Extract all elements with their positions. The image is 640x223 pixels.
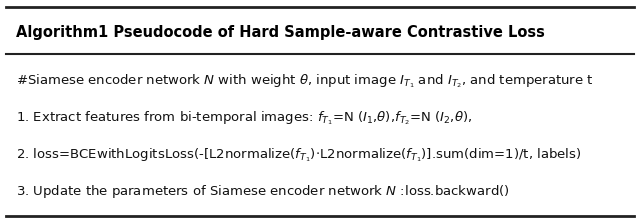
Text: 2. loss=BCEwithLogitsLoss(-[L2normalize($f_{T_1}$)$\cdot$L2normalize($f_{T_1}$)]: 2. loss=BCEwithLogitsLoss(-[L2normalize(… <box>16 146 582 164</box>
Text: 1. Extract features from bi-temporal images: $f_{T_1}$=N ($I_1$,$\theta$),$f_{T_: 1. Extract features from bi-temporal ima… <box>16 109 472 127</box>
Text: #Siamese encoder network $N$ with weight $\theta$, input image $I_{T_1}$ and $I_: #Siamese encoder network $N$ with weight… <box>16 73 594 90</box>
Text: Algorithm1 Pseudocode of Hard Sample-aware Contrastive Loss: Algorithm1 Pseudocode of Hard Sample-awa… <box>16 25 545 40</box>
Text: 3. Update the parameters of Siamese encoder network $N$ :loss.backward(): 3. Update the parameters of Siamese enco… <box>16 183 509 200</box>
